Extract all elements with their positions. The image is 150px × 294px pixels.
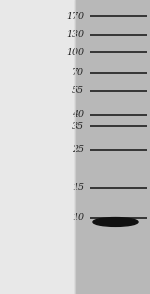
Text: 130: 130 — [66, 30, 84, 39]
Bar — [0, 0, 75, 294]
Text: 40: 40 — [72, 110, 84, 119]
Text: 15: 15 — [72, 183, 84, 192]
Text: 10: 10 — [72, 213, 84, 222]
Text: 170: 170 — [66, 12, 84, 21]
Text: 55: 55 — [72, 86, 84, 95]
Text: 35: 35 — [72, 122, 84, 131]
Text: 25: 25 — [72, 146, 84, 154]
Ellipse shape — [93, 218, 138, 226]
Text: 100: 100 — [66, 48, 84, 57]
Bar — [75, 0, 150, 294]
Text: 70: 70 — [72, 69, 84, 77]
